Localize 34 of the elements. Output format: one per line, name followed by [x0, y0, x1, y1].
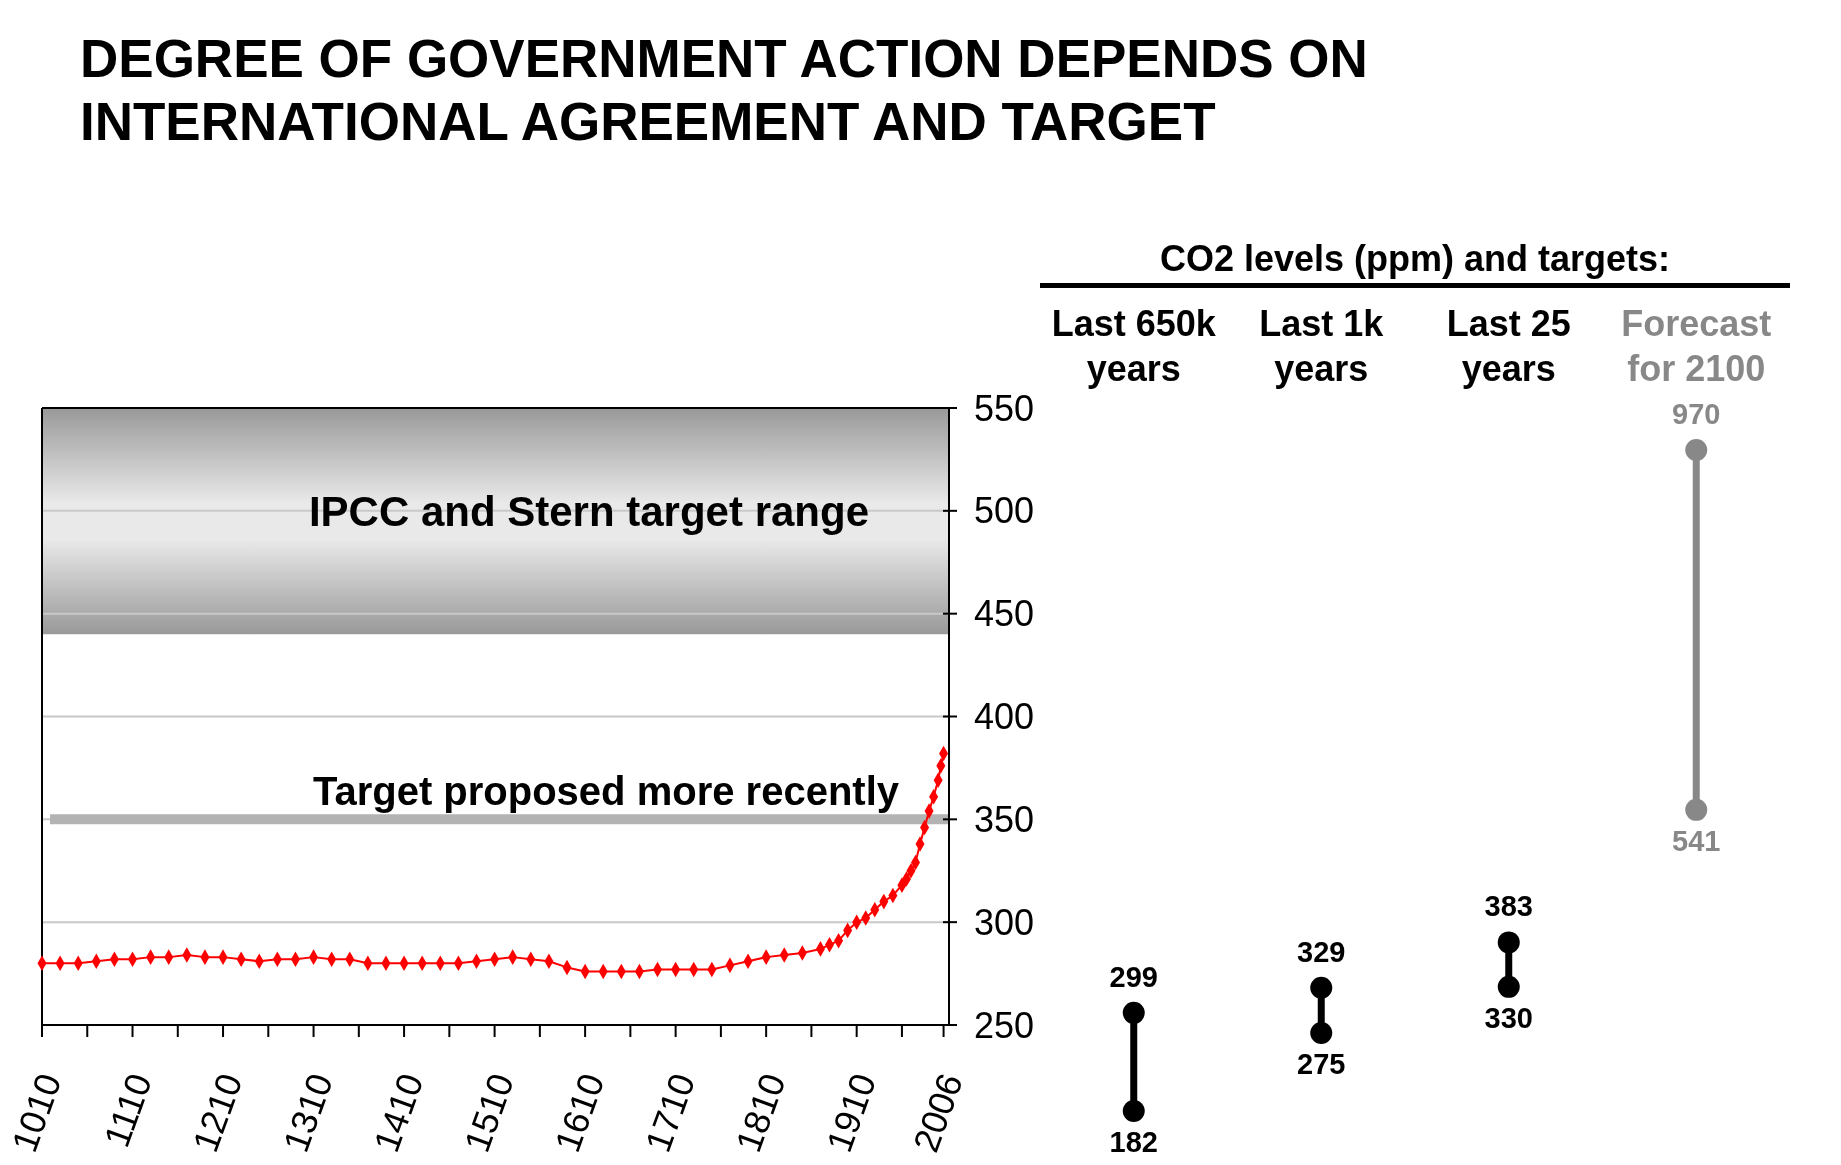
- x-tick-label: Last 650k years: [1051, 303, 1217, 389]
- y-tick-label: 550: [974, 387, 1035, 429]
- x-tick-label: 1010: [3, 1068, 70, 1158]
- y-tick-label: 500: [974, 490, 1035, 532]
- ref-line-label: Target proposed more recently: [312, 769, 900, 814]
- x-tick-label: Last 25 years: [1446, 303, 1571, 389]
- x-tick-label: Forecast for 2100: [1621, 303, 1772, 389]
- y-tick-label: 300: [974, 901, 1035, 943]
- x-tick-label: 1510: [456, 1068, 522, 1158]
- data-label: 541: [1672, 824, 1721, 857]
- y-tick-label: 250: [974, 1004, 1035, 1046]
- x-tick-label: 1810: [727, 1068, 794, 1158]
- y-tick-label: 450: [974, 593, 1035, 635]
- x-tick-label: 2006: [905, 1068, 971, 1158]
- x-tick-label: 1310: [274, 1068, 341, 1158]
- data-label: 329: [1297, 935, 1346, 968]
- x-tick-label: 1910: [818, 1068, 885, 1158]
- data-label: 182: [1109, 1126, 1158, 1158]
- x-tick-label: 1210: [184, 1068, 251, 1158]
- y-tick-label: 350: [974, 798, 1035, 840]
- chart-title: DEGREE OF GOVERNMENT ACTION DEPENDS ON INTERNATIONAL AGREEMENT AND TARGET: [80, 29, 1368, 151]
- data-label: 275: [1297, 1047, 1346, 1080]
- band-label: IPCC and Stern target range: [308, 487, 869, 535]
- data-label: 299: [1109, 960, 1158, 993]
- data-label: 330: [1484, 1001, 1533, 1034]
- x-tick-label: 1110: [95, 1068, 160, 1153]
- x-tick-label: 1610: [546, 1068, 613, 1158]
- y-tick-label: 400: [974, 696, 1035, 738]
- chart-title: CO2 levels (ppm) and targets:: [1159, 238, 1671, 279]
- data-label: 970: [1672, 398, 1721, 430]
- data-label: 383: [1484, 890, 1533, 923]
- x-tick-label: 1410: [365, 1068, 432, 1158]
- x-tick-label: 1710: [637, 1068, 703, 1158]
- x-tick-label: Last 1k years: [1259, 303, 1385, 389]
